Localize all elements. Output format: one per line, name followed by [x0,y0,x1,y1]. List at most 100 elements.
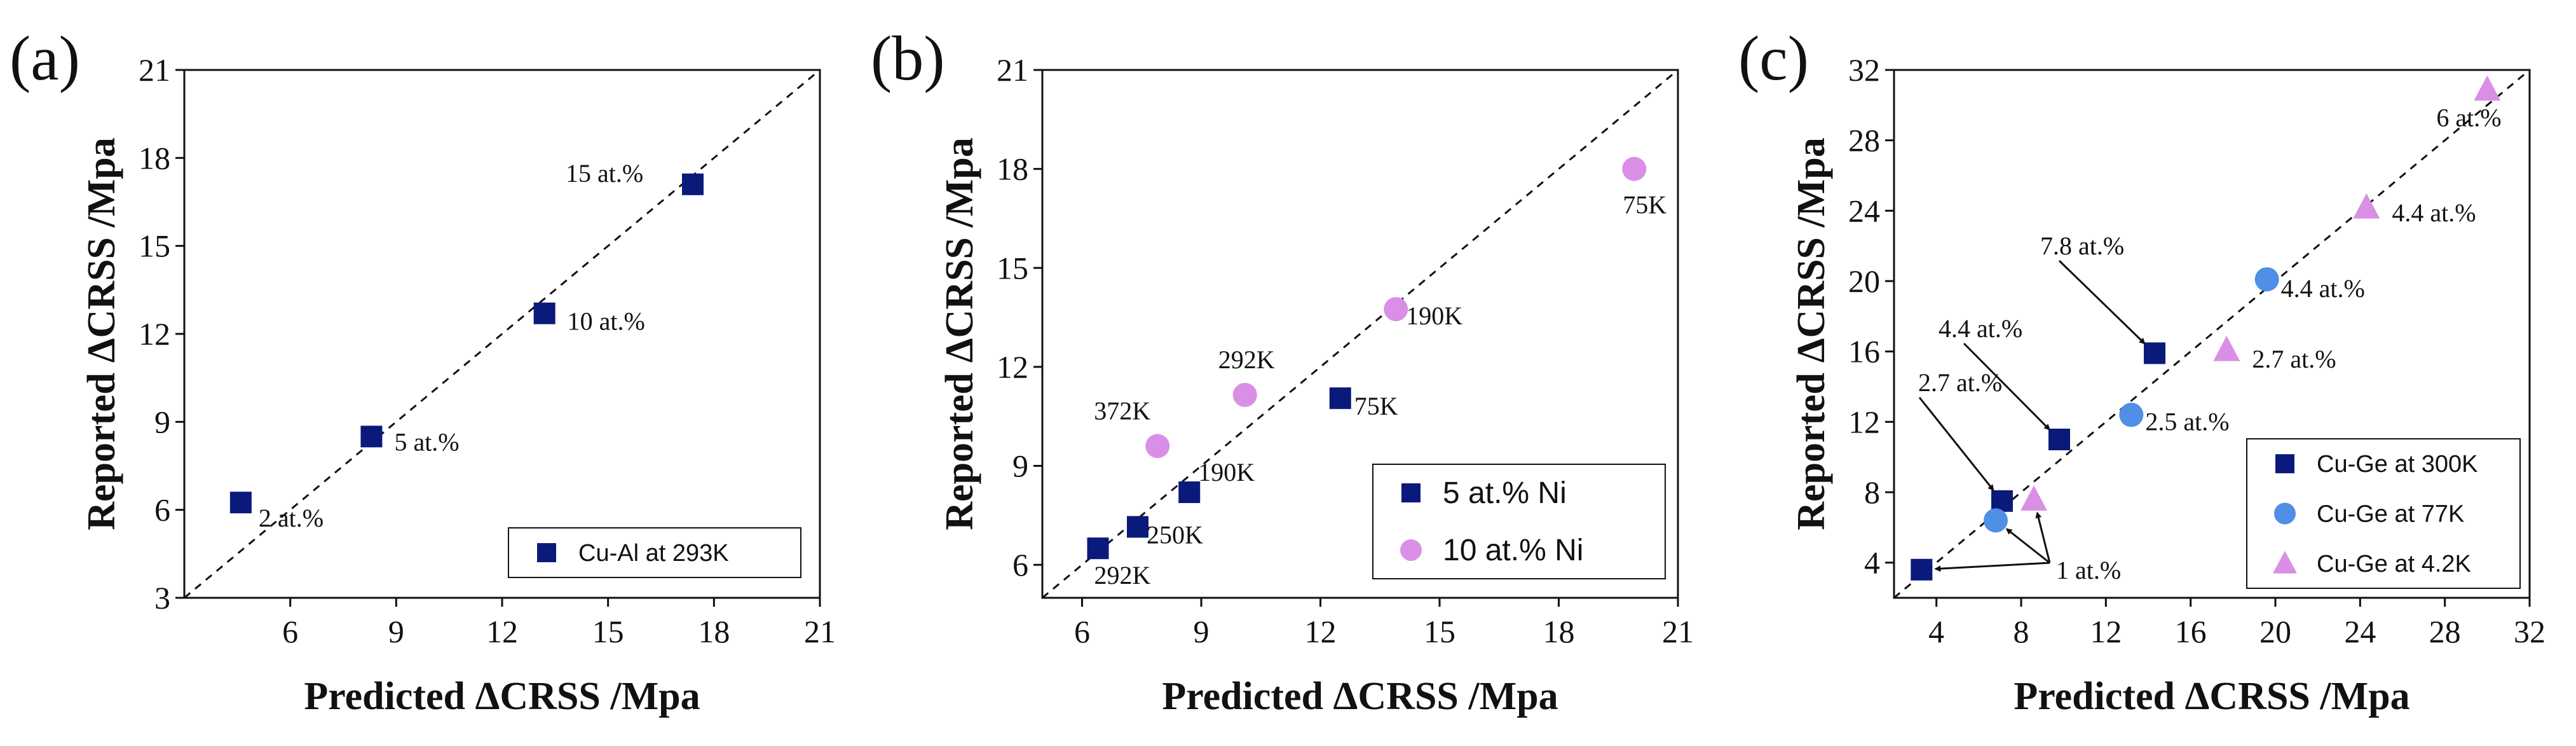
data-label: 2.7 at.% [2252,345,2336,373]
data-label: 292K [1218,345,1275,374]
legend: Cu-Al at 293K [508,527,801,578]
legend-marker [2273,551,2297,574]
x-tick-label: 28 [2429,614,2461,649]
legend-label: 10 at.% Ni [1443,534,1583,567]
legend-marker [2275,454,2294,474]
x-tick-label: 4 [1928,614,1944,649]
plot-frame [1041,69,1679,599]
legend: 5 at.% Ni 10 at.% Ni [1372,464,1666,579]
annotation-label: 2.7 at.% [1918,368,2002,397]
x-tick-label: 9 [1194,614,1210,649]
panel-label: (b) [871,23,945,93]
legend-marker [1400,539,1422,561]
annotation-arrow [2005,528,2050,564]
annotation-label: 4.4 at.% [1939,314,2022,343]
x-tick-label: 24 [2344,614,2376,649]
y-tick-label: 21 [139,52,170,88]
data-point [1087,537,1109,560]
y-tick-label: 24 [1848,193,1880,228]
chart-panel-a: (a) 6 9 12 15 18 21 3 6 9 12 15 18 21 Predicted ΔCRSS … [10,23,836,718]
series-cu-ge-at-4-2k: 2.7 at.% 4.4 at.% 6 at.% [2021,75,2502,511]
data-point [360,425,383,448]
y-tick-label: 16 [1848,334,1880,370]
y-tick-label: 28 [1848,123,1880,158]
data-label: 2.5 at.% [2145,407,2229,436]
x-tick-label: 6 [282,614,298,649]
y-tick-label: 18 [997,151,1028,187]
y-tick-label: 15 [139,228,170,264]
data-label: 4.4 at.% [2392,198,2476,227]
x-tick-label: 12 [2090,614,2122,649]
x-tick-label: 18 [698,614,730,649]
y-tick-label: 8 [1864,474,1880,510]
x-tick-label: 16 [2175,614,2207,649]
data-point [1329,387,1351,410]
annotation-label: 7.8 at.% [2040,231,2124,260]
annotation-arrow [1934,562,2050,572]
y-axis-title: Reported ΔCRSS /Mpa [938,137,981,530]
legend-box [508,527,801,578]
data-point [1232,382,1257,407]
data-point [682,173,704,195]
reference-line-y-equals-x [184,69,821,599]
chart-panel-b: (b) 6 9 12 15 18 21 6 9 12 15 18 21 Predicted ΔCRSS /… [871,23,1694,718]
data-point [2474,75,2501,101]
data-point [1911,558,1933,581]
data-label: 10 at.% [568,307,645,336]
x-tick-label: 6 [1074,614,1090,649]
x-axis-title: Predicted ΔCRSS /Mpa [2014,675,2409,718]
x-tick-label: 12 [486,614,518,649]
y-axis-title: Reported ΔCRSS /Mpa [1790,137,1833,530]
data-label: 5 at.% [394,427,459,456]
legend-label: Cu-Ge at 77K [2317,501,2464,528]
series-10-at-ni: 372K 292K 190K 75K [1094,156,1666,459]
data-label: 75K [1354,392,1398,420]
legend-marker [2274,502,2296,525]
reference-line-y-equals-x [1893,69,2530,599]
data-point [2254,267,2279,292]
y-tick-label: 4 [1864,545,1880,581]
data-point [229,492,252,514]
x-tick-label: 21 [1662,614,1694,649]
data-point [1991,490,2013,512]
plot-frame [1893,69,2531,599]
x-tick-label: 15 [1424,614,1455,649]
reference-line-y-equals-x [1042,69,1679,599]
y-tick-label: 15 [997,250,1028,286]
data-point [2119,403,2144,427]
annotation-arrow [1963,342,2050,431]
panel-label: (a) [10,23,80,93]
data-point [2021,485,2047,511]
legend-label: Cu-Ge at 4.2K [2317,551,2471,577]
y-tick-label: 18 [139,140,170,176]
data-point [2353,193,2380,219]
annotation-arrow [2035,511,2051,563]
data-point [2144,342,2165,364]
y-tick-label: 9 [1012,448,1028,484]
y-axis-title: Reported ΔCRSS /Mpa [80,137,123,530]
data-point [1178,481,1201,503]
y-tick-label: 3 [154,580,170,616]
data-label: 372K [1094,396,1150,425]
y-tick-label: 12 [1848,404,1880,439]
annotation-arrow [1918,397,1994,492]
series-cu-ge-at-77k: 2.5 at.% 4.4 at.% [1984,267,2365,533]
x-tick-label: 18 [1543,614,1575,649]
data-point [2048,429,2070,450]
y-tick-label: 21 [997,52,1028,88]
y-tick-label: 32 [1848,52,1880,88]
legend-marker [537,543,556,562]
data-label: 4.4 at.% [2281,274,2365,303]
legend-marker [1401,483,1421,502]
y-tick-label: 6 [1012,547,1028,583]
legend-box [1372,464,1666,579]
data-label: 250K [1147,520,1203,549]
data-label: 75K [1623,191,1666,219]
panel-label: (c) [1738,23,1809,93]
x-tick-label: 15 [592,614,624,649]
x-axis-title: Predicted ΔCRSS /Mpa [304,675,700,718]
data-label: 15 at.% [566,159,643,188]
data-point [533,302,555,324]
data-label: 2 at.% [259,504,324,532]
